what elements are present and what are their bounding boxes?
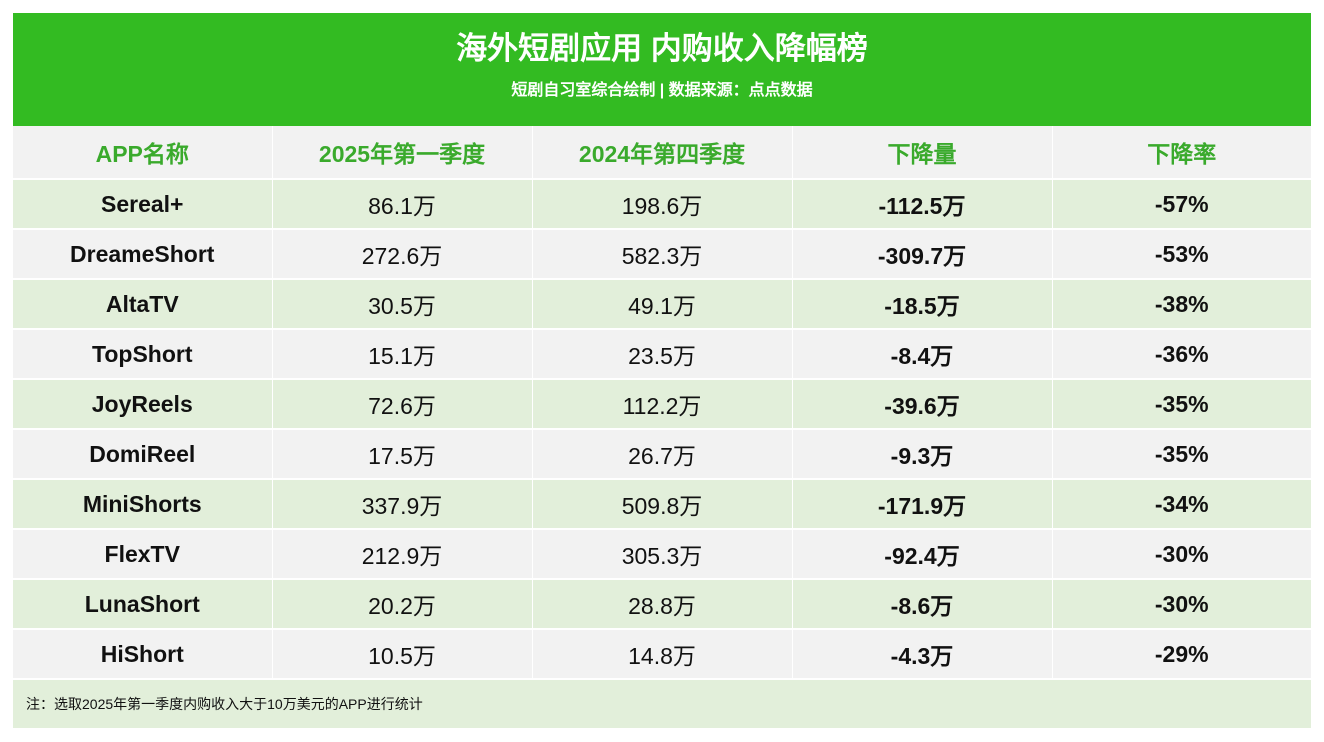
- decline-amount-cell: -8.4万: [792, 329, 1053, 380]
- table-row: TopShort 15.1万 23.5万 -8.4万 -36%: [13, 329, 1311, 380]
- app-name-cell: DomiReel: [13, 429, 273, 480]
- column-header-app-name: APP名称: [13, 126, 273, 180]
- decline-rate-cell: -35%: [1052, 429, 1311, 480]
- app-name-cell: DreameShort: [13, 229, 273, 280]
- decline-amount-cell: -4.3万: [792, 629, 1053, 680]
- ranking-card: 海外短剧应用 内购收入降幅榜 短剧自习室综合绘制 | 数据来源：点点数据 APP…: [13, 13, 1311, 728]
- table-row: Sereal+ 86.1万 198.6万 -112.5万 -57%: [13, 179, 1311, 230]
- footnote: 注：选取2025年第一季度内购收入大于10万美元的APP进行统计: [13, 680, 1311, 728]
- app-name-cell: JoyReels: [13, 379, 273, 430]
- q4-2024-cell: 28.8万: [532, 579, 793, 630]
- app-name-cell: AltaTV: [13, 279, 273, 330]
- table-row: AltaTV 30.5万 49.1万 -18.5万 -38%: [13, 279, 1311, 330]
- app-name-cell: Sereal+: [13, 179, 273, 230]
- decline-amount-cell: -309.7万: [792, 229, 1053, 280]
- title-banner: 海外短剧应用 内购收入降幅榜 短剧自习室综合绘制 | 数据来源：点点数据: [13, 13, 1311, 126]
- q4-2024-cell: 49.1万: [532, 279, 793, 330]
- revenue-decline-table: APP名称 2025年第一季度 2024年第四季度 下降量 下降率 Sereal…: [13, 126, 1311, 680]
- decline-rate-cell: -38%: [1052, 279, 1311, 330]
- table-row: DreameShort 272.6万 582.3万 -309.7万 -53%: [13, 229, 1311, 280]
- decline-amount-cell: -9.3万: [792, 429, 1053, 480]
- decline-amount-cell: -39.6万: [792, 379, 1053, 430]
- q4-2024-cell: 23.5万: [532, 329, 793, 380]
- decline-amount-cell: -112.5万: [792, 179, 1053, 230]
- q4-2024-cell: 26.7万: [532, 429, 793, 480]
- q1-2025-cell: 337.9万: [272, 479, 533, 530]
- app-name-cell: LunaShort: [13, 579, 273, 630]
- table-row: DomiReel 17.5万 26.7万 -9.3万 -35%: [13, 429, 1311, 480]
- decline-amount-cell: -8.6万: [792, 579, 1053, 630]
- decline-rate-cell: -30%: [1052, 529, 1311, 580]
- q4-2024-cell: 305.3万: [532, 529, 793, 580]
- decline-rate-cell: -36%: [1052, 329, 1311, 380]
- column-header-q1-2025: 2025年第一季度: [272, 126, 533, 180]
- q1-2025-cell: 86.1万: [272, 179, 533, 230]
- app-name-cell: HiShort: [13, 629, 273, 680]
- q4-2024-cell: 14.8万: [532, 629, 793, 680]
- q4-2024-cell: 509.8万: [532, 479, 793, 530]
- app-name-cell: TopShort: [13, 329, 273, 380]
- decline-rate-cell: -57%: [1052, 179, 1311, 230]
- decline-amount-cell: -92.4万: [792, 529, 1053, 580]
- page-title: 海外短剧应用 内购收入降幅榜: [456, 31, 868, 66]
- q1-2025-cell: 72.6万: [272, 379, 533, 430]
- q1-2025-cell: 20.2万: [272, 579, 533, 630]
- q1-2025-cell: 212.9万: [272, 529, 533, 580]
- decline-rate-cell: -30%: [1052, 579, 1311, 630]
- q1-2025-cell: 30.5万: [272, 279, 533, 330]
- table-row: HiShort 10.5万 14.8万 -4.3万 -29%: [13, 629, 1311, 680]
- app-name-cell: FlexTV: [13, 529, 273, 580]
- table-row: FlexTV 212.9万 305.3万 -92.4万 -30%: [13, 529, 1311, 580]
- column-header-decline-amount: 下降量: [792, 126, 1053, 180]
- q4-2024-cell: 112.2万: [532, 379, 793, 430]
- decline-amount-cell: -171.9万: [792, 479, 1053, 530]
- q4-2024-cell: 198.6万: [532, 179, 793, 230]
- q1-2025-cell: 17.5万: [272, 429, 533, 480]
- table-row: LunaShort 20.2万 28.8万 -8.6万 -30%: [13, 579, 1311, 630]
- q1-2025-cell: 10.5万: [272, 629, 533, 680]
- column-header-decline-rate: 下降率: [1052, 126, 1311, 180]
- q1-2025-cell: 15.1万: [272, 329, 533, 380]
- decline-rate-cell: -34%: [1052, 479, 1311, 530]
- table-row: MiniShorts 337.9万 509.8万 -171.9万 -34%: [13, 479, 1311, 530]
- app-name-cell: MiniShorts: [13, 479, 273, 530]
- decline-rate-cell: -29%: [1052, 629, 1311, 680]
- table-row: JoyReels 72.6万 112.2万 -39.6万 -35%: [13, 379, 1311, 430]
- page-subtitle: 短剧自习室综合绘制 | 数据来源：点点数据: [511, 82, 813, 99]
- decline-amount-cell: -18.5万: [792, 279, 1053, 330]
- decline-rate-cell: -53%: [1052, 229, 1311, 280]
- decline-rate-cell: -35%: [1052, 379, 1311, 430]
- q1-2025-cell: 272.6万: [272, 229, 533, 280]
- table-header-row: APP名称 2025年第一季度 2024年第四季度 下降量 下降率: [13, 126, 1311, 180]
- column-header-q4-2024: 2024年第四季度: [532, 126, 793, 180]
- q4-2024-cell: 582.3万: [532, 229, 793, 280]
